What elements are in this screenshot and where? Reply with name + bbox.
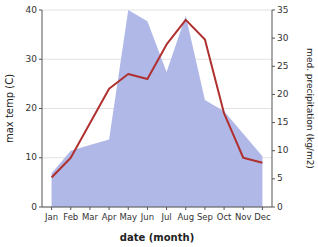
x-tick-label: Aug [177,212,194,222]
y2-axis-label: med. precipitation (kg/m2) [305,48,315,169]
x-tick-label: Sep [197,212,213,222]
y-tick-label: 0 [31,202,37,212]
y2-tick [272,207,275,208]
grid-line [42,207,272,208]
x-tick-label: Nov [235,212,252,222]
precipitation-area [52,10,263,207]
x-tick-label: May [119,212,137,222]
y-tick-label: 30 [26,54,38,64]
y2-tick [272,66,275,67]
x-tick-label: Jul [160,212,171,222]
chart: 01020304005101520253035JanFebMarAprMayJu… [0,0,318,247]
y2-tick-label: 10 [277,145,289,155]
y2-tick [272,94,275,95]
y2-tick [272,178,275,179]
y2-tick [272,10,275,11]
y2-tick [272,150,275,151]
y2-tick-label: 5 [277,173,283,183]
y-tick [39,207,42,208]
y2-tick-label: 35 [277,5,288,15]
x-tick [128,207,129,210]
x-tick-label: Feb [63,212,78,222]
temperature-line [52,20,263,178]
plot-area [52,10,263,207]
x-tick [147,207,148,210]
y2-axis-line [272,10,273,207]
x-tick-label: Mar [82,212,99,222]
x-tick [70,207,71,210]
x-axis-label: date (month) [120,232,194,243]
x-tick [51,207,52,210]
x-tick [109,207,110,210]
y2-tick-label: 25 [277,61,288,71]
y2-tick-label: 0 [277,202,283,212]
x-tick [224,207,225,210]
y-tick-label: 20 [26,103,38,113]
x-tick [204,207,205,210]
y-tick [39,108,42,109]
x-tick [166,207,167,210]
y-tick [39,10,42,11]
y-tick-label: 10 [26,152,38,162]
x-tick [262,207,263,210]
grid [42,10,272,207]
x-tick-label: Apr [102,212,117,222]
grid-line [42,10,272,11]
x-tick-label: Jun [140,212,154,222]
x-tick [89,207,90,210]
x-tick-label: Oct [217,212,232,222]
y-tick [39,157,42,158]
x-axis-line [42,207,272,208]
x-tick [243,207,244,210]
y2-tick-label: 15 [277,117,288,127]
y-tick [39,59,42,60]
y2-tick [272,38,275,39]
x-tick [185,207,186,210]
y-tick-label: 40 [26,5,38,15]
y2-tick [272,122,275,123]
x-tick-label: Jan [44,212,58,222]
y2-tick-label: 30 [277,33,289,43]
y2-tick-label: 20 [277,89,289,99]
x-tick-label: Dec [254,212,271,222]
y-axis-label: max temp (C) [4,74,15,143]
